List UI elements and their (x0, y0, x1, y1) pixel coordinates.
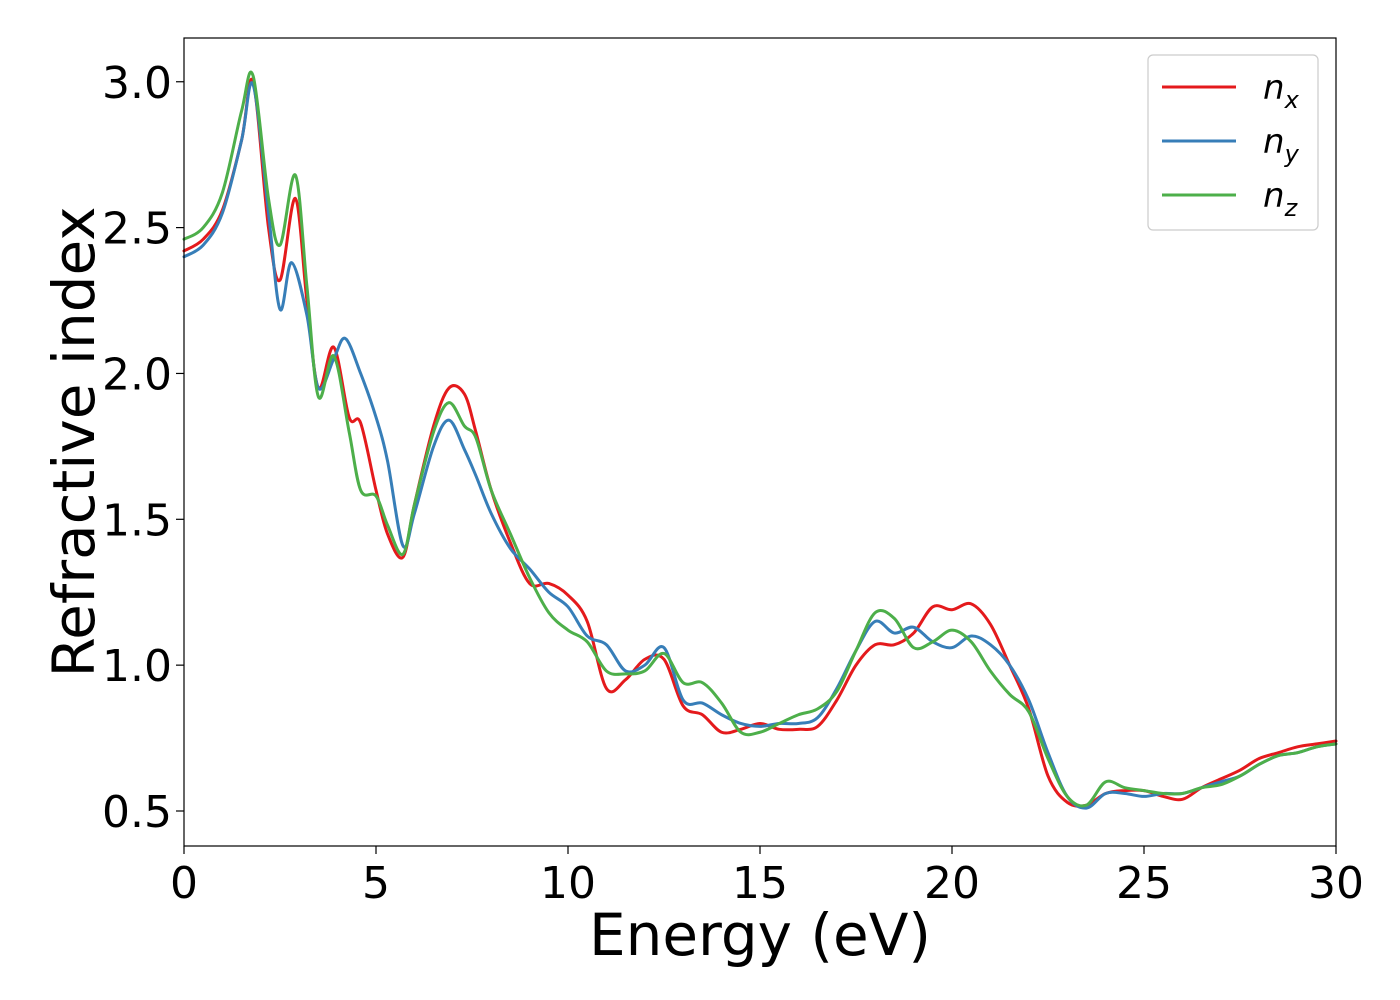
x-tick-label: 20 (924, 858, 980, 909)
x-tick-label: 0 (170, 858, 198, 909)
y-tick-label: 1.5 (102, 495, 172, 546)
y-tick-label: 3.0 (102, 58, 172, 109)
legend-label-ny: ny (1263, 122, 1300, 168)
x-tick-label: 5 (362, 858, 390, 909)
x-tick-label: 15 (732, 858, 788, 909)
series-line-nx (182, 77, 1338, 808)
series-layer (182, 70, 1338, 810)
y-tick-label: 2.0 (102, 349, 172, 400)
y-tick-label: 0.5 (102, 787, 172, 838)
series-line-nz (182, 70, 1338, 808)
x-axis-label: Energy (eV) (589, 901, 931, 969)
legend-label-subscript: y (1284, 140, 1300, 168)
legend-label-nx: nx (1263, 68, 1300, 114)
x-axis-ticks: 0 5 10 15 20 25 30 (170, 846, 1364, 909)
legend-label-base: n (1263, 122, 1285, 162)
y-tick-label: 1.0 (102, 641, 172, 692)
legend-label-base: n (1263, 68, 1285, 108)
y-axis-ticks: 0.5 1.0 1.5 2.0 2.5 3.0 (102, 58, 184, 838)
legend-label-nz: nz (1263, 176, 1299, 222)
x-tick-label: 10 (540, 858, 596, 909)
x-tick-label: 30 (1308, 858, 1364, 909)
legend-label-subscript: x (1284, 86, 1300, 114)
legend-label-base: n (1263, 176, 1285, 216)
y-tick-label: 2.5 (102, 204, 172, 255)
y-axis-label: Refractive index (40, 206, 108, 677)
x-tick-label: 25 (1116, 858, 1172, 909)
legend-label-subscript: z (1284, 194, 1299, 222)
